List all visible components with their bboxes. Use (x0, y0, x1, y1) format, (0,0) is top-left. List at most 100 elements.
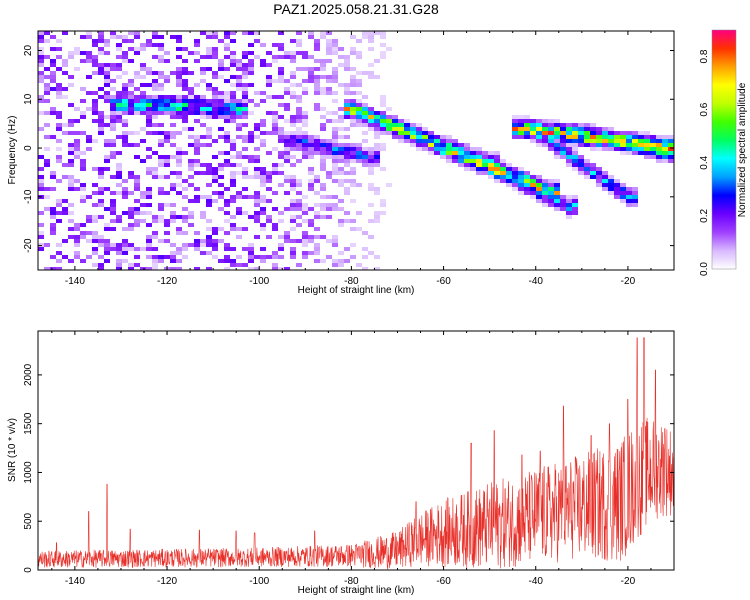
heatmap-cell (236, 163, 242, 167)
heatmap-cell (350, 47, 356, 51)
heatmap-cell (212, 247, 218, 251)
heatmap-cell (68, 227, 74, 231)
heatmap-cell (290, 199, 296, 203)
heatmap-cell (266, 199, 272, 203)
heatmap-cell (380, 35, 386, 39)
heatmap-cell (68, 51, 74, 55)
heatmap-cell (122, 99, 128, 103)
heatmap-cell (164, 131, 170, 135)
heatmap-cell (554, 179, 560, 183)
heatmap-cell (242, 87, 248, 91)
heatmap-cell (626, 151, 632, 155)
heatmap-cell (50, 255, 56, 259)
heatmap-cell (128, 59, 134, 63)
heatmap-cell (410, 127, 416, 131)
heatmap-cell (278, 247, 284, 251)
heatmap-cell (260, 223, 266, 227)
heatmap-cell (380, 115, 386, 119)
heatmap-cell (62, 71, 68, 75)
heatmap-cell (350, 51, 356, 55)
heatmap-cell (236, 79, 242, 83)
heatmap-cell (92, 219, 98, 223)
heatmap-cell (458, 155, 464, 159)
heatmap-cell (554, 123, 560, 127)
heatmap-cell (260, 227, 266, 231)
heatmap-cell (212, 35, 218, 39)
heatmap-cell (374, 151, 380, 155)
heatmap-cell (230, 75, 236, 79)
heatmap-cell (254, 219, 260, 223)
heatmap-cell (218, 115, 224, 119)
heatmap-cell (182, 231, 188, 235)
heatmap-cell (176, 35, 182, 39)
heatmap-cell (116, 175, 122, 179)
heatmap-cell (158, 255, 164, 259)
heatmap-cell (38, 231, 44, 235)
heatmap-cell (176, 215, 182, 219)
heatmap-cell (602, 187, 608, 191)
heatmap-cell (602, 147, 608, 151)
heatmap-cell (332, 91, 338, 95)
heatmap-cell (224, 243, 230, 247)
heatmap-cell (356, 111, 362, 115)
heatmap-cell (218, 63, 224, 67)
heatmap-cell (50, 63, 56, 67)
heatmap-cell (68, 219, 74, 223)
heatmap-cell (200, 243, 206, 247)
heatmap-cell (164, 255, 170, 259)
heatmap-cell (314, 247, 320, 251)
heatmap-cell (638, 131, 644, 135)
heatmap-cell (74, 131, 80, 135)
heatmap-cell (338, 263, 344, 267)
heatmap-cell (116, 115, 122, 119)
heatmap-cell (560, 199, 566, 203)
heatmap-cell (470, 167, 476, 171)
heatmap-cell (518, 171, 524, 175)
heatmap-cell (206, 219, 212, 223)
heatmap-cell (248, 175, 254, 179)
heatmap-cell (380, 103, 386, 107)
heatmap-cell (74, 155, 80, 159)
heatmap-cell (104, 83, 110, 87)
heatmap-cell (122, 51, 128, 55)
heatmap-cell (194, 143, 200, 147)
heatmap-cell (104, 43, 110, 47)
heatmap-cell (38, 235, 44, 239)
heatmap-cell (332, 147, 338, 151)
heatmap-cell (452, 139, 458, 143)
heatmap-cell (296, 143, 302, 147)
heatmap-cell (200, 123, 206, 127)
heatmap-cell (230, 39, 236, 43)
heatmap-cell (416, 127, 422, 131)
heatmap-cell (152, 263, 158, 267)
heatmap-cell (182, 95, 188, 99)
heatmap-cell (362, 267, 368, 270)
heatmap-cell (182, 99, 188, 103)
heatmap-cell (158, 163, 164, 167)
heatmap-cell (446, 139, 452, 143)
heatmap-cell (158, 143, 164, 147)
heatmap-cell (578, 167, 584, 171)
heatmap-cell (314, 107, 320, 111)
heatmap-cell (356, 99, 362, 103)
heatmap-cell (182, 215, 188, 219)
heatmap-cell (494, 151, 500, 155)
heatmap-cell (152, 231, 158, 235)
heatmap-cell (56, 55, 62, 59)
heatmap-cell (338, 179, 344, 183)
heatmap-cell (560, 155, 566, 159)
heatmap-cell (374, 187, 380, 191)
heatmap-cell (128, 143, 134, 147)
heatmap-cell (176, 79, 182, 83)
heatmap-cell (260, 179, 266, 183)
heatmap-cell (116, 95, 122, 99)
colorbar-tick-label: 0.2 (699, 209, 710, 223)
heatmap-cell (116, 63, 122, 67)
heatmap-cell (134, 219, 140, 223)
heatmap-cell (326, 175, 332, 179)
heatmap-cell (212, 227, 218, 231)
heatmap-cell (224, 139, 230, 143)
heatmap-cell (260, 199, 266, 203)
heatmap-cell (194, 99, 200, 103)
